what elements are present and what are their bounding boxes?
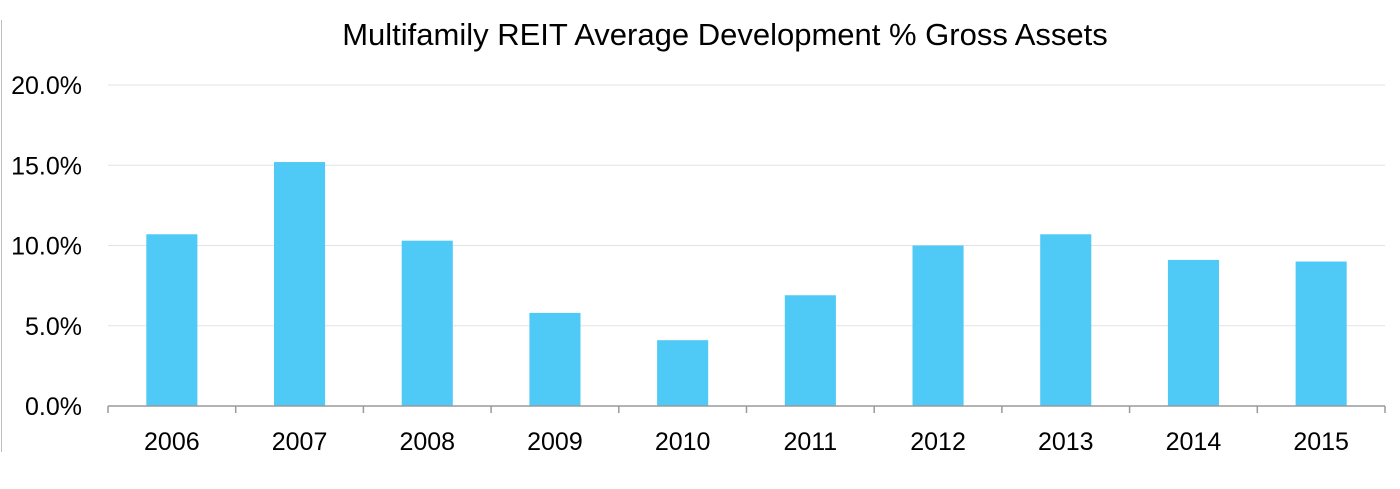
bars <box>146 162 1347 406</box>
y-axis-ticks: 0.0% 5.0% 10.0% 15.0% 20.0% <box>11 72 82 421</box>
y-tick-label: 15.0% <box>11 152 82 180</box>
x-tick-label: 2014 <box>1166 428 1222 456</box>
x-tick-label: 2012 <box>910 428 966 456</box>
x-tick-label: 2009 <box>527 428 583 456</box>
x-tick-label: 2015 <box>1293 428 1349 456</box>
bar-2008 <box>401 240 453 406</box>
bar-2006 <box>146 234 198 406</box>
y-tick-label: 10.0% <box>11 233 82 261</box>
bar-2007 <box>274 162 326 406</box>
bar-2014 <box>1167 259 1219 406</box>
bar-2012 <box>912 245 964 406</box>
y-tick-label: 5.0% <box>25 313 82 341</box>
bar-2015 <box>1295 261 1347 406</box>
y-tick-label: 20.0% <box>11 72 82 100</box>
chart-title: Multifamily REIT Average Development % G… <box>342 17 1108 52</box>
y-tick-label: 0.0% <box>25 393 82 421</box>
x-tick-label: 2008 <box>399 428 455 456</box>
bar-2009 <box>529 312 581 406</box>
bar-2011 <box>784 295 836 406</box>
x-axis-ticks: 2006 2007 2008 2009 2010 2011 2012 2013 2014 2015 <box>144 428 1349 456</box>
x-tick-label: 2007 <box>272 428 328 456</box>
x-tick-label: 2011 <box>783 428 837 456</box>
bar-2010 <box>657 340 709 406</box>
x-axis <box>107 405 1386 413</box>
bar-2013 <box>1040 234 1092 406</box>
x-tick-label: 2010 <box>655 428 711 456</box>
x-tick-label: 2013 <box>1038 428 1094 456</box>
left-border-line <box>1 20 2 452</box>
x-tick-label: 2006 <box>144 428 200 456</box>
